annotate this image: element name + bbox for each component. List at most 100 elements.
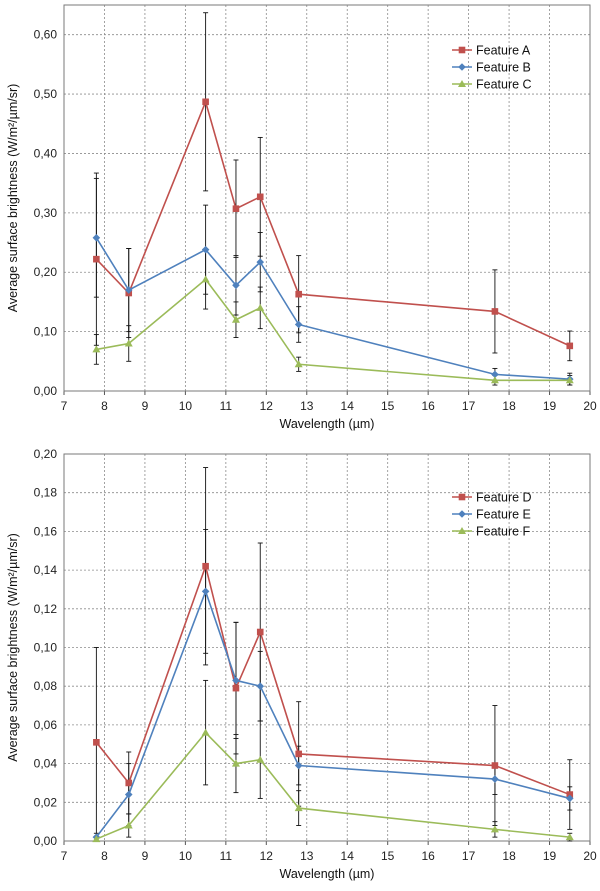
chart-2-xtick-label: 12 [260,849,274,863]
chart-2-series-1 [93,562,574,798]
chart-1-series-line [95,99,571,347]
chart-2-point [124,821,133,829]
chart-2-legend-label: Feature D [476,491,532,505]
chart-1-legend-marker [458,80,466,87]
chart-2-ytick-label: 0,16 [34,524,58,538]
chart-1-point [124,339,133,347]
chart-1-yaxis-label: Average surface brightness (W/m²/µm/sr) [6,84,20,313]
chart-2-point [93,739,100,746]
chart-1-xtick-label: 15 [381,399,395,413]
chart-1-xaxis-label: Wavelength (µm) [280,417,375,431]
chart-2-ytick-label: 0,18 [34,486,58,500]
chart-1-ytick-label: 0,40 [34,146,58,160]
chart-1-point [256,303,265,311]
chart-2-point [566,791,574,798]
chart-2-point [565,833,574,841]
chart-1-point [92,345,101,353]
chart-1-series-2 [92,233,574,383]
chart-2-ytick-label: 0,02 [34,795,58,809]
chart-1-series-1 [93,98,574,350]
chart-1-xtick-label: 18 [502,399,516,413]
chart-2-ytick-label: 0,04 [34,757,58,771]
chart-2-point [256,755,265,763]
chart-1-xtick-label: 20 [583,399,597,413]
chart-1-point [491,308,499,315]
chart-1-series-line [95,237,570,380]
chart-top: 0,00 0,10 0,20 0,30 0,40 0,50 0,60 7 8 9 10 11 12 13 1… [6,4,597,431]
chart-1-point [201,275,210,283]
chart-2-point [490,825,499,833]
chart-1-xtick-label: 16 [421,399,435,413]
chart-2-xaxis-label: Wavelength (µm) [280,867,375,881]
chart-2-series-2 [92,587,574,841]
chart-2-xtick-label: 20 [583,849,597,863]
chart-2-legend-label: Feature E [476,508,531,522]
chart-2-legend: Feature D Feature E Feature F [452,491,532,539]
chart-2-xtick-label: 18 [502,849,516,863]
chart-2-point [125,779,133,787]
chart-1-legend-label: Feature C [476,78,532,92]
chart-1-xtick-label: 13 [300,399,314,413]
chart-1-ytick-label: 0,50 [34,87,58,101]
chart-1-point [490,376,499,384]
chart-2-series-3 [92,728,574,843]
chart-2-ytick-label: 0,00 [34,834,58,848]
chart-1-xtick-label: 12 [260,399,274,413]
chart-1-xtick-label: 8 [101,399,108,413]
chart-2-errorbars-3 [93,679,573,842]
chart-2-xtick-label: 10 [179,849,193,863]
chart-2-point [294,761,303,770]
chart-2-legend-marker [458,527,466,534]
chart-2-point [201,587,210,596]
chart-1-xtick-label: 10 [179,399,193,413]
chart-1-point [295,290,302,298]
chart-2-legend-marker [458,493,466,501]
chart-2-xtick-label: 11 [220,849,233,863]
chart-2-xtick-label: 9 [142,849,149,863]
chart-2-point [491,762,499,769]
chart-2-point [294,804,303,812]
chart-2-point [232,684,240,692]
chart-1-point [565,376,574,384]
chart-1-point [294,360,303,368]
chart-2-xtick-label: 14 [341,849,355,863]
chart-1-point [201,245,210,254]
chart-1-point [491,370,499,379]
chart-1-xtick-label: 14 [341,399,355,413]
chart-1-ytick-label: 0,00 [34,384,58,398]
chart-1-legend-marker [458,63,466,71]
chart-2-ytick-label: 0,20 [34,447,58,461]
chart-1-point [232,281,240,290]
chart-2-xtick-label: 13 [300,849,314,863]
chart-1-ytick-label: 0,10 [34,325,58,339]
chart-2-ytick-label: 0,06 [34,718,58,732]
chart-1-point [93,255,100,263]
chart-1-point [202,98,209,106]
chart-2-point [491,775,499,783]
chart-1-legend-label: Feature B [476,61,531,75]
chart-1-point [256,258,265,266]
chart-1-xtick-label: 17 [462,399,476,413]
chart-2-xtick-label: 7 [61,849,68,863]
chart-bottom: 0,00 0,02 0,04 0,06 0,08 0,10 0,12 0,14 0,16 0,18… [6,447,597,881]
chart-2-series-line [96,731,570,840]
chart-1-legend-marker [458,46,466,54]
chart-2-ytick-label: 0,08 [34,679,58,693]
chart-1-ytick-label: 0,20 [34,265,58,279]
chart-2-point [232,676,240,685]
chart-2-point [201,728,210,736]
chart-2-xtick-label: 8 [101,849,108,863]
chart-1-xtick-label: 11 [220,399,233,413]
chart-1-ytick-label: 0,60 [34,28,58,42]
chart-1-xtick-label: 9 [142,399,149,413]
chart-2-xtick-label: 17 [462,849,476,863]
chart-1-series-line [96,278,570,382]
chart-2-yaxis-label: Average surface brightness (W/m²/µm/sr) [6,533,20,762]
chart-2-point [295,750,302,758]
chart-2-plot-frame [63,453,591,842]
chart-2-ytick-label: 0,10 [34,641,58,655]
chart-1-point [256,193,264,201]
chart-1-errorbars-2 [93,177,573,386]
chart-2-errorbars-2 [93,529,573,842]
